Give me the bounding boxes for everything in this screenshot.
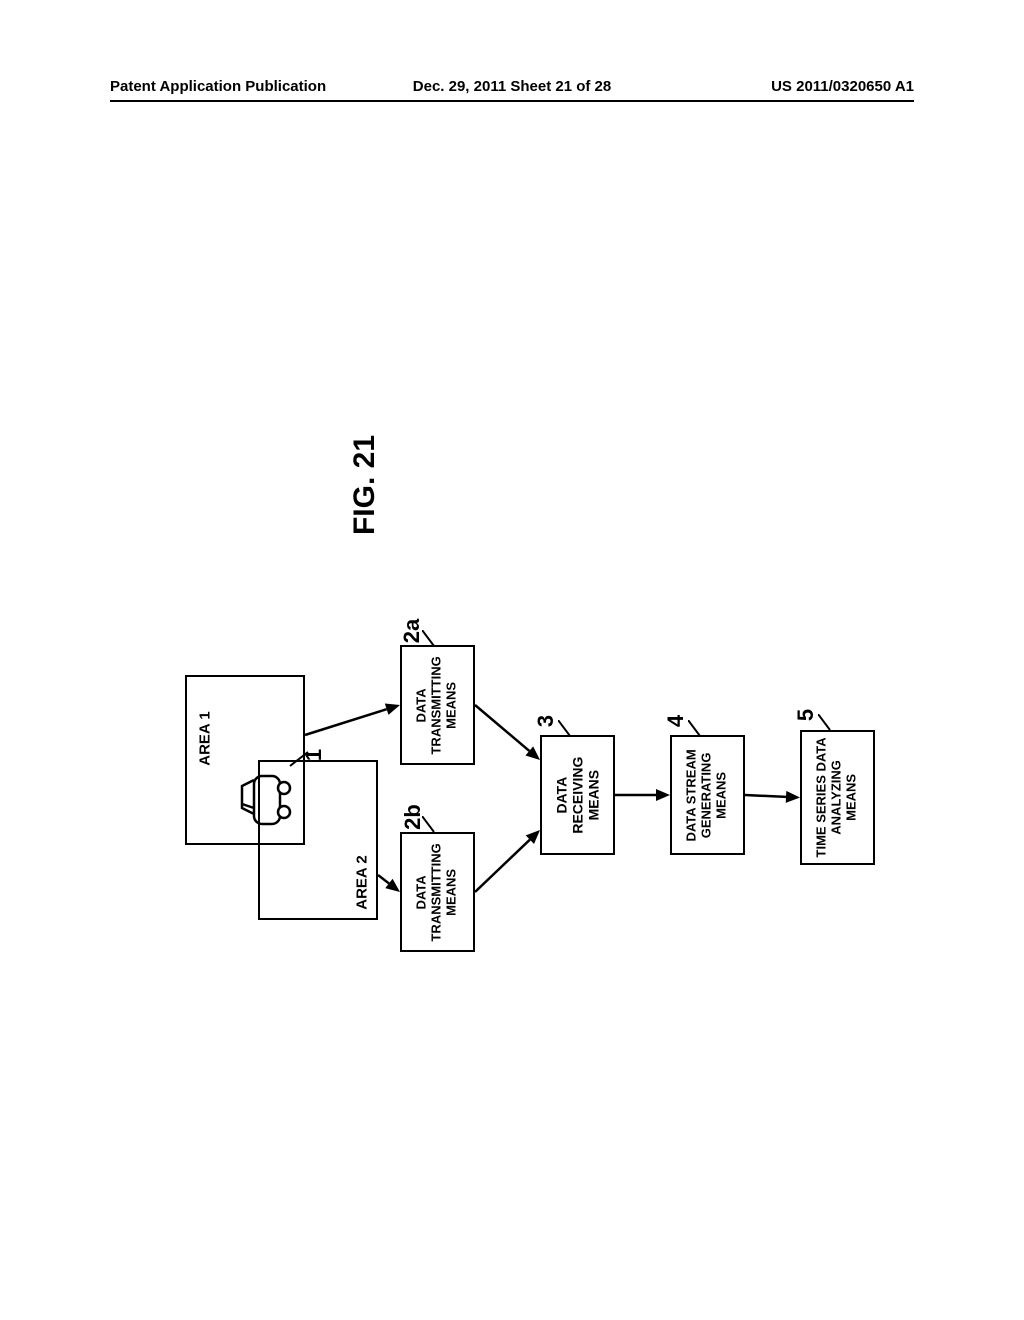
gen-ref: 4 [663, 715, 689, 727]
tx-a-label: DATA TRANSMITTING MEANS [415, 656, 460, 754]
gen-lead-line [688, 720, 702, 738]
tx-b-box: DATA TRANSMITTING MEANS [400, 832, 475, 952]
figure-area: FIG. 21 AREA 1 AREA 2 1 DATA TRANSMITTIN… [140, 380, 900, 1000]
tx-b-lead-line [422, 816, 436, 834]
header-right: US 2011/0320650 A1 [646, 78, 914, 95]
tsa-label: TIME SERIES DATA ANALYZING MEANS [815, 737, 860, 857]
tx-a-box: DATA TRANSMITTING MEANS [400, 645, 475, 765]
header-rule [110, 100, 914, 102]
header-left: Patent Application Publication [110, 78, 378, 95]
area-2-label: AREA 2 [354, 855, 371, 909]
tsa-box: TIME SERIES DATA ANALYZING MEANS [800, 730, 875, 865]
gen-label: DATA STREAM GENERATING MEANS [685, 749, 730, 841]
vehicle-lead-line [288, 750, 310, 768]
header-middle: Dec. 29, 2011 Sheet 21 of 28 [378, 78, 646, 95]
tx-a-lead-line [422, 630, 436, 648]
tsa-lead-line [818, 714, 832, 732]
area-1-label: AREA 1 [197, 711, 214, 765]
page-header: Patent Application Publication Dec. 29, … [110, 78, 914, 95]
tx-b-label: DATA TRANSMITTING MEANS [415, 843, 460, 941]
rx-lead-line [558, 720, 572, 738]
rx-label: DATA RECEIVING MEANS [553, 756, 601, 833]
gen-box: DATA STREAM GENERATING MEANS [670, 735, 745, 855]
figure-title: FIG. 21 [350, 435, 380, 535]
rx-box: DATA RECEIVING MEANS [540, 735, 615, 855]
rx-ref: 3 [533, 715, 559, 727]
tsa-ref: 5 [793, 709, 819, 721]
vehicle-icon [240, 760, 300, 840]
